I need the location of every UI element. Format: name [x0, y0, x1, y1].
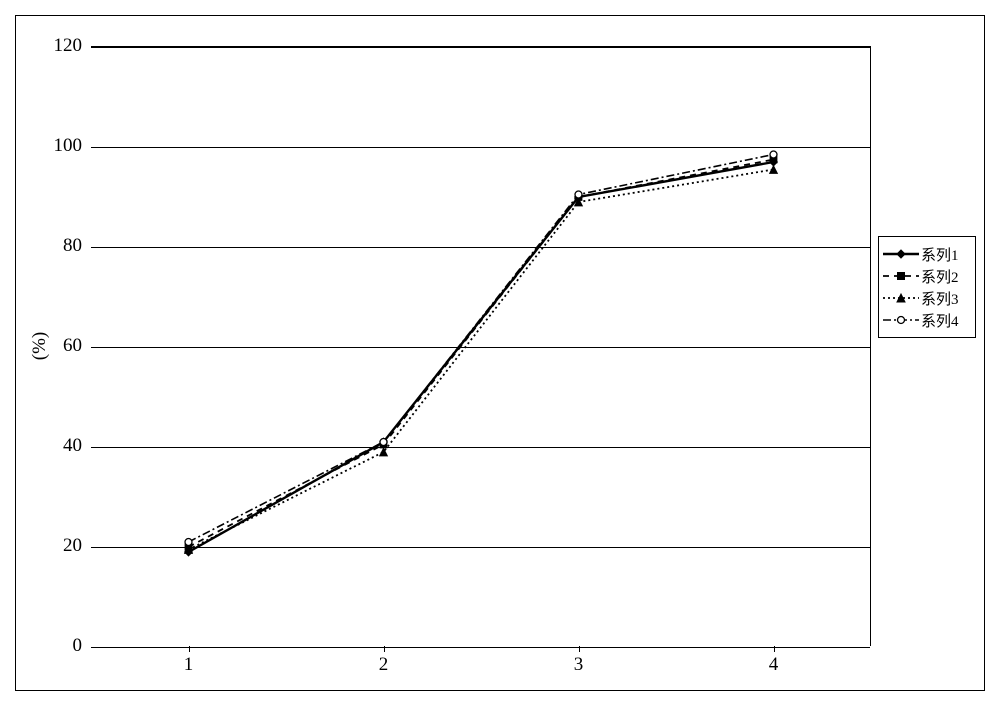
gridline — [91, 647, 870, 648]
legend-label: 系列3 — [921, 288, 959, 309]
x-tick-label: 3 — [574, 654, 584, 676]
legend-item: 系列2 — [883, 265, 971, 287]
legend-label: 系列1 — [921, 244, 959, 265]
gridline — [91, 47, 870, 48]
gridline — [91, 347, 870, 348]
gridline — [91, 447, 870, 448]
series-line-2 — [189, 160, 774, 548]
plot-area — [91, 46, 871, 646]
x-tick-label: 1 — [184, 654, 194, 676]
series-line-3 — [189, 170, 774, 550]
series-line-4 — [189, 155, 774, 543]
x-tick-label: 2 — [379, 654, 389, 676]
y-tick-label: 80 — [22, 235, 82, 257]
legend-swatch — [883, 246, 919, 262]
x-tick-label: 4 — [769, 654, 779, 676]
x-tick-mark — [384, 646, 385, 652]
gridline — [91, 247, 870, 248]
legend-swatch — [883, 312, 919, 328]
chart-container: (%) 020406080100120 1234 系列1系列2系列3系列4 — [15, 15, 985, 691]
legend-item: 系列4 — [883, 309, 971, 331]
y-tick-label: 60 — [22, 335, 82, 357]
legend-swatch — [883, 290, 919, 306]
x-tick-mark — [189, 646, 190, 652]
legend: 系列1系列2系列3系列4 — [878, 236, 976, 338]
y-tick-label: 0 — [22, 635, 82, 657]
x-tick-mark — [774, 646, 775, 652]
series-line-1 — [189, 162, 774, 552]
legend-item: 系列1 — [883, 243, 971, 265]
legend-swatch — [883, 268, 919, 284]
legend-item: 系列3 — [883, 287, 971, 309]
series-marker — [185, 539, 192, 546]
y-tick-label: 20 — [22, 535, 82, 557]
series-marker — [380, 439, 387, 446]
y-tick-label: 100 — [22, 135, 82, 157]
y-tick-label: 120 — [22, 35, 82, 57]
legend-label: 系列2 — [921, 266, 959, 287]
series-marker — [770, 151, 777, 158]
legend-label: 系列4 — [921, 310, 959, 331]
y-tick-label: 40 — [22, 435, 82, 457]
gridline — [91, 547, 870, 548]
series-marker — [575, 191, 582, 198]
gridline — [91, 147, 870, 148]
x-tick-mark — [579, 646, 580, 652]
